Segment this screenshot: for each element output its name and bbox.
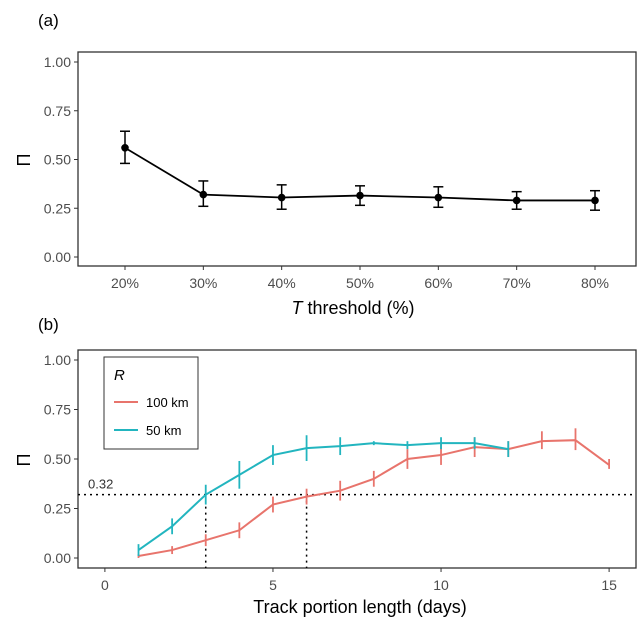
panel-b-y-tick-label: 0.50 (44, 451, 71, 467)
panel-b-x-tick-label: 0 (101, 577, 109, 593)
panel-b-y-tick-label: 0.25 (44, 501, 71, 517)
panel-b-y-tick-label: 0.75 (44, 402, 71, 418)
panel-a-point (434, 193, 443, 202)
legend-label-100km: 100 km (146, 395, 189, 410)
panel-a-y-tick-label: 0.50 (44, 152, 71, 168)
panel-a-x-axis-label-variable: T (291, 298, 304, 318)
panel-b-data (137, 428, 611, 558)
panel-a-y-axis: 0.00 0.25 0.50 0.75 1.00 (44, 54, 78, 265)
series-line-100km (138, 439, 610, 558)
panel-a-point (121, 144, 129, 152)
panel-a-point (512, 196, 521, 205)
panel-b: (b) 0.00 0.25 0.50 0.75 1.00 0 5 10 15 0.32 Π T… (14, 315, 637, 617)
panel-b-y-tick-label: 1.00 (44, 352, 71, 368)
panel-a-x-tick-label: 50% (346, 275, 374, 291)
panel-a-data (120, 130, 600, 211)
panel-a-y-tick-label: 0.75 (44, 103, 71, 119)
panel-a-point (199, 190, 208, 199)
panel-a-x-tick-label: 40% (268, 275, 296, 291)
legend: R 100 km 50 km (103, 356, 199, 450)
series-line-50km (137, 442, 509, 551)
panel-b-y-tick-label: 0.00 (44, 550, 71, 566)
panel-a-x-tick-label: 30% (189, 275, 217, 291)
panel-a-x-tick-label: 60% (424, 275, 452, 291)
panel-b-reference: 0.32 (78, 477, 636, 568)
panel-a-point (356, 191, 364, 200)
panel-b-label: (b) (38, 315, 59, 334)
panel-b-x-axis: 0 5 10 15 (101, 568, 617, 593)
legend-title: R (114, 367, 125, 384)
panel-b-x-axis-label: Track portion length (days) (253, 597, 466, 617)
panel-a-y-tick-label: 0.25 (44, 200, 71, 216)
panel-a-x-axis-label: T threshold (%) (291, 298, 414, 318)
panel-a-x-axis: 20% 30% 40% 50% 60% 70% 80% (111, 266, 609, 291)
panel-a-point (591, 196, 599, 205)
reference-line-label: 0.32 (88, 477, 113, 492)
panel-a-x-axis-label-text: threshold (%) (302, 298, 414, 318)
panel-a-plot-border (77, 51, 637, 267)
panel-a-y-tick-label: 0.00 (44, 249, 71, 265)
panel-b-y-axis-label: Π (14, 454, 34, 467)
panel-a: (a) 0.00 0.25 0.50 0.75 1.00 20% 30% 40% 50% 60%… (14, 11, 637, 318)
panel-a-y-axis-label: Π (14, 154, 34, 167)
panel-b-x-tick-label: 5 (269, 577, 277, 593)
legend-label-50km: 50 km (146, 423, 181, 438)
panel-b-x-tick-label: 10 (433, 577, 449, 593)
panel-a-x-tick-label: 20% (111, 275, 139, 291)
panel-a-label: (a) (38, 11, 59, 30)
panel-a-x-tick-label: 80% (581, 275, 609, 291)
panel-a-y-tick-label: 1.00 (44, 54, 71, 70)
panel-a-point (277, 193, 286, 202)
panel-b-y-axis: 0.00 0.25 0.50 0.75 1.00 (44, 352, 78, 566)
panel-a-x-tick-label: 70% (503, 275, 531, 291)
panel-b-x-tick-label: 15 (601, 577, 617, 593)
